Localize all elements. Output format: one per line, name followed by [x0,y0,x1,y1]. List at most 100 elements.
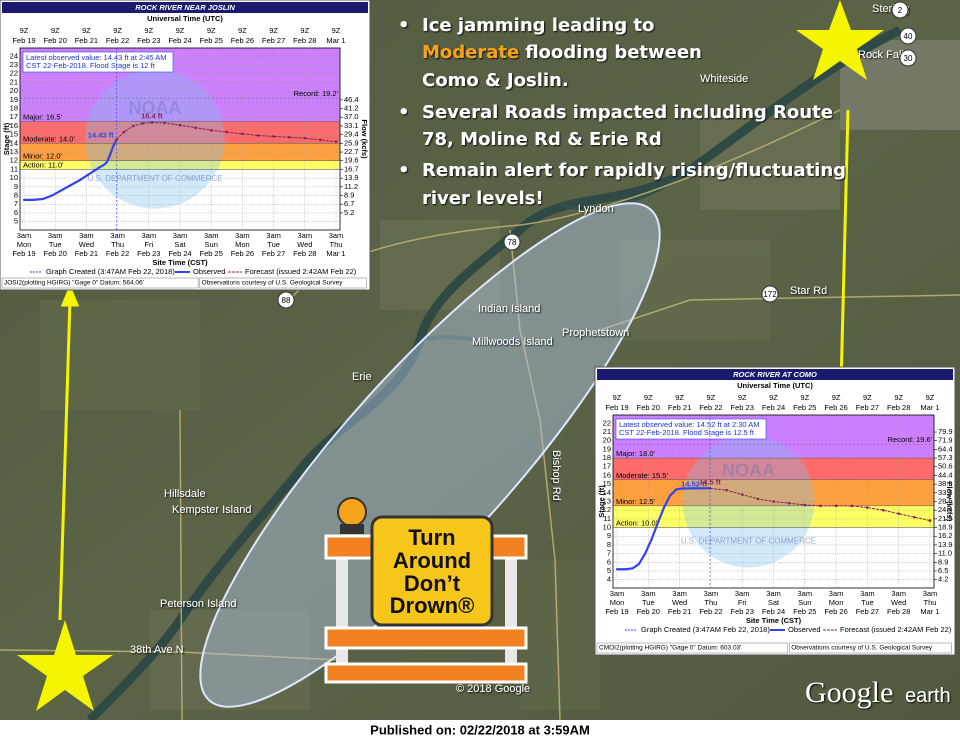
forecast-point [819,504,822,508]
x-date: Feb 23 [137,249,160,258]
shield-number: 78 [508,238,517,247]
utc-date: Feb 19 [605,403,628,412]
x-hour: 3am [79,231,94,240]
forecast-point [141,122,144,125]
y-tick-label: 21 [603,427,611,436]
x-hour: 3am [142,231,157,240]
utc-hour: 9Z [613,393,622,402]
watermark-text: U.S. DEPARTMENT OF COMMERCE [681,537,816,546]
shield [761,285,779,303]
rock-river [86,25,903,724]
flow-tick-label: 79.9 [938,427,953,436]
bullet-line: Como & Joslin. [422,70,569,91]
observed-point [669,494,672,497]
footer-right: Observations courtesy of U.S. Geological… [791,645,933,652]
x-date: Feb 19 [605,607,628,616]
category-label: Major: 18.0' [616,449,656,458]
forecast-point [772,500,775,503]
watermark [85,69,225,209]
y-tick-label: 9 [14,182,18,191]
footer-band [0,720,960,740]
x-dow: Sat [768,598,780,607]
place-label: Bishop Rd [550,450,562,501]
y-tick-label: 20 [603,436,611,445]
utc-title: Universal Time (UTC) [737,381,813,390]
flow-tick-label: 8.9 [344,191,354,200]
flow-tick-label: 24.4 [938,505,953,514]
forecast-point [334,140,338,143]
legend-text: Observed [193,267,226,276]
utc-hour: 9Z [238,26,247,35]
x-date: Mar 1 [326,249,345,258]
y-tick-label: 13 [10,147,18,156]
sign-text: Turn [408,525,455,550]
flood-band [613,505,934,528]
flow-tick-label: 5.2 [344,208,354,217]
y-tick-label: 8 [14,191,18,200]
x-dow: Mon [17,240,32,249]
x-hour: 3am [829,589,844,598]
shield-number: 30 [904,54,913,63]
bullet-line: Ice jamming leading to [422,15,654,36]
place-label: Millwoods Island [472,336,553,348]
utc-date: Feb 20 [44,36,67,45]
x-dow: Wed [297,240,312,249]
observed-point [615,568,619,571]
x-hour: 3am [204,231,219,240]
observed-point [625,568,628,571]
info-line: Latest observed value: 14.43 ft at 2:45 … [26,53,167,62]
x-axis-title: Site Time (CST) [152,258,208,267]
observed-point [102,164,105,167]
place-label: Kempster Island [172,504,251,516]
place-label: Rock Falls [858,49,910,61]
utc-date: Feb 27 [856,403,879,412]
forecast-point [163,121,166,125]
sign-text: Around [393,548,471,573]
y-tick-label: 8 [607,540,611,549]
y-tick-label: 4 [607,575,611,584]
forecast-point [194,126,197,129]
y-axis-title: Stage (ft) [597,485,606,518]
y-tick-label: 17 [10,112,18,121]
forecast-value-label: 14.5 ft [699,477,721,486]
shield [277,291,295,309]
chart-title: ROCK RIVER NEAR JOSLIN [135,3,235,12]
utc-date: Feb 22 [106,36,129,45]
y-tick-label: 5 [607,566,611,575]
x-dow: Mon [829,598,844,607]
info-line: CST 22-Feb-2018. Flood Stage is 12.5 ft [619,428,755,437]
bullet-symbol: • [398,102,410,123]
forecast-point [850,504,854,508]
hydrograph: ROCK RIVER NEAR JOSLIN Universal Time (UT… [0,0,371,291]
forecast-point [834,504,838,508]
y-tick-label: 11 [603,514,611,523]
forecast-point [241,132,244,136]
observed-point [22,198,26,201]
bullet-symbol: • [398,15,410,36]
observed-point [662,506,666,509]
y-tick-label: 5 [14,217,18,226]
utc-hour: 9Z [176,26,185,35]
flow-tick-label: 37.0 [344,112,359,121]
utc-date: Feb 21 [668,403,691,412]
flow-tick-label: 50.6 [938,462,953,471]
bullet-line: Remain alert for rapidly rising/fluctuat… [422,160,846,181]
x-date: Feb 20 [637,607,660,616]
observed-point [105,161,108,164]
x-hour: 3am [672,589,687,598]
utc-hour: 9Z [20,26,29,35]
flow-tick-label: 57.3 [938,453,953,462]
x-dow: Sun [798,598,811,607]
forecast-point [209,129,213,132]
forecast-point [928,519,932,522]
place-label: Whiteside [700,73,748,85]
y-tick-label: 19 [603,444,611,453]
flow-tick-label: 25.9 [344,138,359,147]
observed-point [79,178,82,181]
place-label: Erie [352,371,372,383]
place-label: Prophetstown [562,327,629,339]
